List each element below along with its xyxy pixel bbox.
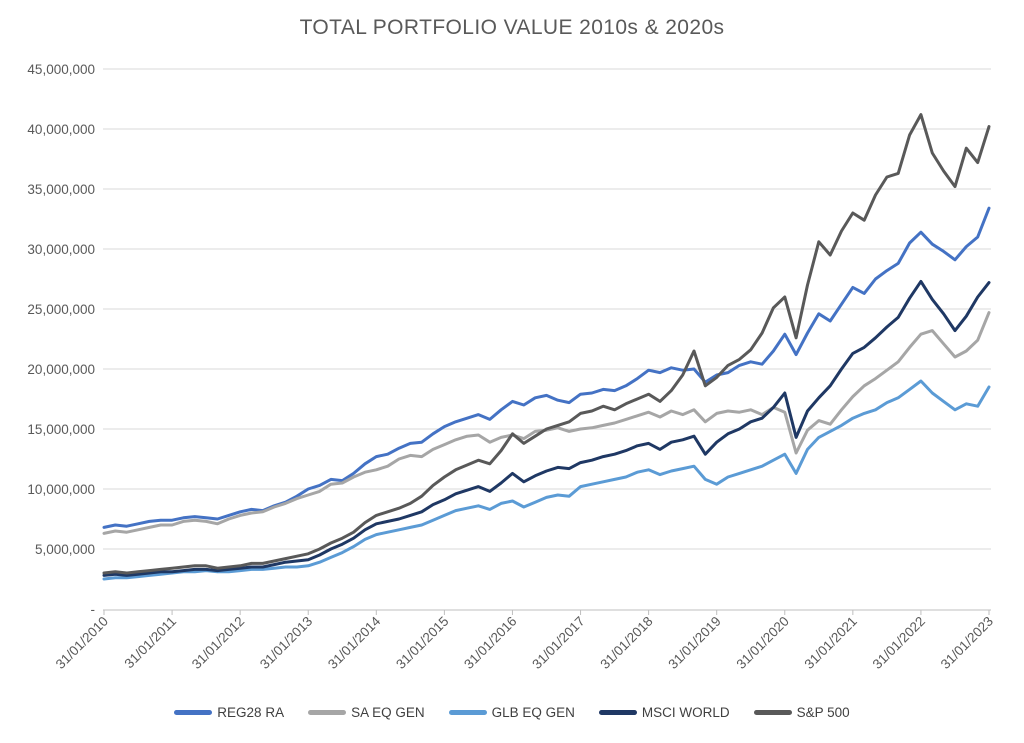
series-line-msci-world xyxy=(102,279,991,577)
y-tick-label: 5,000,000 xyxy=(35,542,95,557)
series-line-reg28-ra xyxy=(102,206,991,529)
x-tick-label: 31/01/2022 xyxy=(870,614,928,672)
legend-swatch-icon xyxy=(174,710,213,715)
x-tick-label: 31/01/2012 xyxy=(189,614,247,672)
x-tick-label: 31/01/2023 xyxy=(938,614,996,672)
x-tick-label: 31/01/2015 xyxy=(393,614,451,672)
x-tick-label: 31/01/2010 xyxy=(53,614,111,672)
x-tick-label: 31/01/2016 xyxy=(461,614,519,672)
y-tick-label: 15,000,000 xyxy=(27,422,95,437)
x-tick-label: 31/01/2011 xyxy=(122,614,180,672)
legend-item-s-p-500: S&P 500 xyxy=(753,705,850,720)
legend-item-glb-eq-gen: GLB EQ GEN xyxy=(448,705,575,720)
legend-swatch-icon xyxy=(308,710,347,715)
y-tick-label: 35,000,000 xyxy=(27,182,95,197)
x-tick-label: 31/01/2019 xyxy=(665,614,723,672)
legend-item-sa-eq-gen: SA EQ GEN xyxy=(308,705,425,720)
legend-item-reg28-ra: REG28 RA xyxy=(174,705,284,720)
x-tick-label: 31/01/2017 xyxy=(529,614,587,672)
chart-legend: REG28 RA SA EQ GEN GLB EQ GEN MSCI WORLD S&P… xyxy=(0,705,1024,720)
y-tick-label: 40,000,000 xyxy=(27,122,95,137)
x-tick-label: 31/01/2021 xyxy=(802,614,860,672)
series-line-s-p-500 xyxy=(102,113,991,575)
series-line-glb-eq-gen xyxy=(102,379,991,581)
legend-swatch-icon xyxy=(448,710,487,715)
legend-label: S&P 500 xyxy=(796,705,850,720)
chart-title: TOTAL PORTFOLIO VALUE 2010s & 2020s xyxy=(299,16,725,39)
y-tick-label: 45,000,000 xyxy=(27,62,95,77)
legend-label: SA EQ GEN xyxy=(351,705,425,720)
y-tick-label: 25,000,000 xyxy=(27,302,95,317)
y-tick-label: 10,000,000 xyxy=(27,482,95,497)
x-tick-label: 31/01/2018 xyxy=(597,614,655,672)
legend-label: REG28 RA xyxy=(217,705,285,720)
legend-item-msci-world: MSCI WORLD xyxy=(598,705,730,720)
x-tick-label: 31/01/2020 xyxy=(733,614,791,672)
y-tick-label: 20,000,000 xyxy=(27,362,95,377)
x-tick-label: 31/01/2014 xyxy=(325,613,384,672)
y-tick-label: 30,000,000 xyxy=(27,242,95,257)
legend-label: GLB EQ GEN xyxy=(491,705,575,720)
x-tick-label: 31/01/2013 xyxy=(257,614,315,672)
legend-swatch-icon xyxy=(753,710,792,715)
legend-label: MSCI WORLD xyxy=(641,705,730,720)
series-line-sa-eq-gen xyxy=(102,311,991,535)
y-tick-label: - xyxy=(91,602,96,617)
legend-swatch-icon xyxy=(598,710,637,715)
